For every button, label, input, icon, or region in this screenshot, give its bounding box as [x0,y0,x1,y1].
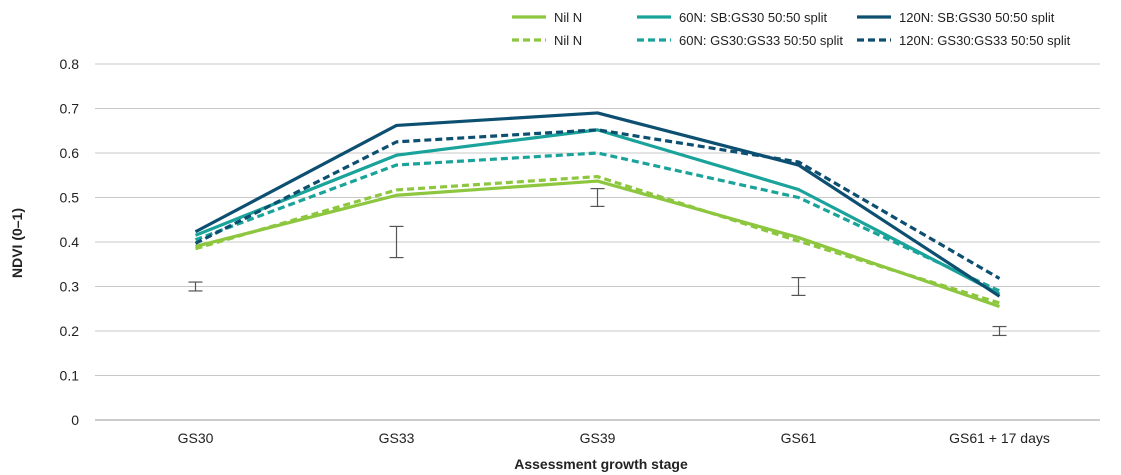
error-bar [188,281,203,292]
y-tick-label: 0.6 [60,145,80,161]
legend-label: 60N: SB:GS30 50:50 split [679,10,828,25]
error-bar [791,277,806,296]
gridlines [95,63,1100,421]
y-tick-label: 0.2 [60,323,80,339]
x-tick-label: GS61 [781,430,817,446]
x-axis-title: Assessment growth stage [514,456,688,472]
legend-item: 60N: SB:GS30 50:50 split [637,10,828,25]
series-line-3 [194,151,1001,293]
series-line-0 [195,179,1001,309]
legend-item: 120N: GS30:GS33 50:50 split [857,33,1071,48]
series-line-1 [195,174,1000,305]
y-axis-title: NDVI (0–1) [9,208,25,278]
legend-label: 120N: SB:GS30 50:50 split [899,10,1055,25]
y-tick-label: 0.7 [60,101,80,117]
y-tick-label: 0 [71,412,79,428]
series-line-2 [194,128,1001,296]
y-tick-label: 0.4 [60,234,80,250]
legend-label: Nil N [554,10,582,25]
legend-label: Nil N [554,33,582,48]
series-line-4 [194,111,1001,298]
legend-item: 60N: GS30:GS33 50:50 split [637,33,843,48]
y-tick-label: 0.8 [60,56,80,72]
y-tick-label: 0.3 [60,279,80,295]
series-line-5 [194,128,1001,280]
error-bar [389,225,404,259]
x-tick-label: GS30 [178,430,214,446]
y-axis-ticks: 0 0.1 0.2 0.3 0.4 0.5 0.6 0.7 0.8 [60,56,80,428]
y-tick-label: 0.5 [60,190,80,206]
legend: Nil N Nil N 60N: SB:GS30 50:50 split 60N: G… [512,10,1071,48]
x-tick-label: GS39 [580,430,616,446]
y-tick-label: 0.1 [60,368,80,384]
error-bars [188,188,1007,337]
legend-item: Nil N [512,10,582,25]
x-axis-ticks: GS30 GS33 GS39 GS61 GS61 + 17 days [178,430,1050,446]
x-tick-label: GS61 + 17 days [949,430,1050,446]
legend-item: 120N: SB:GS30 50:50 split [857,10,1055,25]
legend-item: Nil N [512,33,582,48]
x-tick-label: GS33 [379,430,415,446]
legend-label: 60N: GS30:GS33 50:50 split [679,33,843,48]
legend-label: 120N: GS30:GS33 50:50 split [899,33,1071,48]
data-series [194,111,1001,309]
error-bar [992,325,1007,337]
error-bar [590,188,605,207]
